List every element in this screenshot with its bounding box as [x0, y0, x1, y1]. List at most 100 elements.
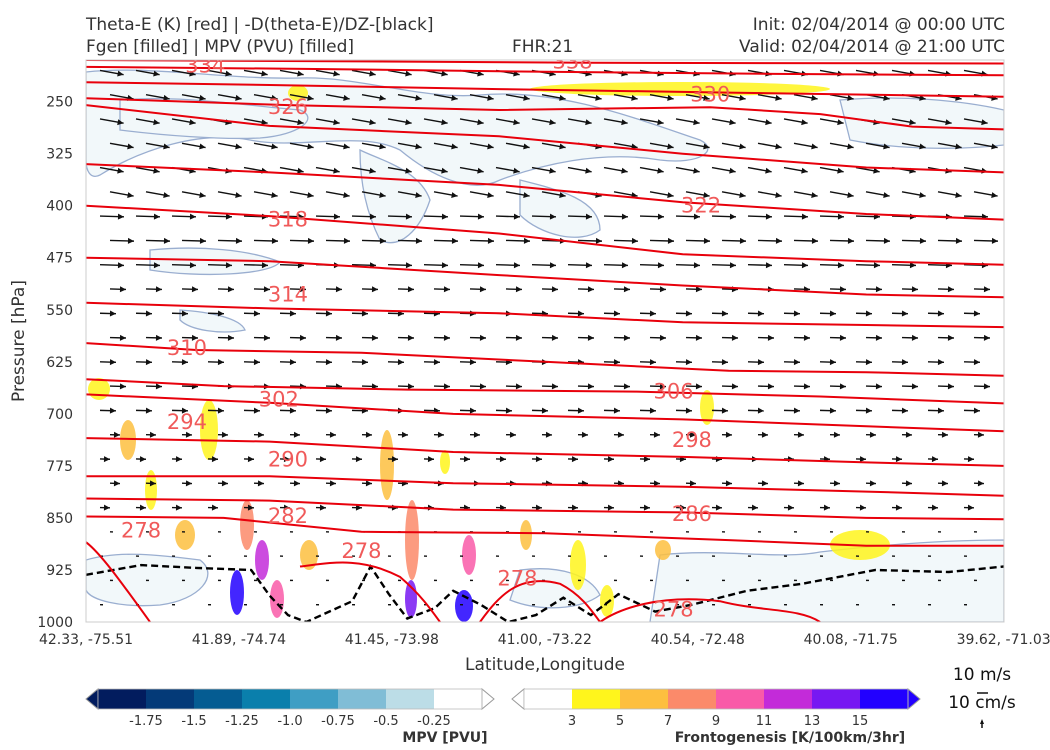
wind-vector-head — [859, 504, 866, 511]
wind-vector-head — [235, 143, 242, 150]
wind-vector-head — [765, 213, 772, 220]
wind-vector-head — [149, 480, 156, 487]
wind-vector-head — [181, 407, 188, 414]
wind-vector-head — [919, 237, 926, 244]
mpv-colorbar-tick: -1.0 — [277, 714, 302, 729]
wind-vector-head — [145, 359, 152, 366]
wind-vector-head — [221, 480, 228, 487]
wind-vector-head — [659, 286, 666, 293]
wind-vector-head — [549, 119, 556, 126]
wind-vector-head — [189, 213, 196, 220]
wind-vector-head — [621, 213, 628, 220]
theta-e-label: 278 — [341, 539, 381, 563]
wind-vector-head — [441, 213, 448, 220]
wind-vector-head — [811, 94, 818, 101]
frontogenesis-patch — [655, 540, 671, 560]
wind-vector-head — [945, 119, 952, 126]
wind-vector-head — [523, 94, 530, 101]
fgen-colorbar-tick: 7 — [664, 714, 672, 729]
wind-vector-head — [905, 431, 912, 438]
wind-vector-head — [991, 192, 998, 198]
wind-vector-head — [443, 334, 450, 341]
wind-vector-head — [649, 310, 656, 317]
wind-vector-head — [325, 310, 332, 317]
wind-vector-head — [721, 359, 728, 366]
fgen-colorbar-frame — [523, 688, 909, 710]
wind-vector-head — [361, 310, 368, 317]
wind-vector-head — [407, 383, 414, 390]
wind-vector-head — [839, 286, 846, 293]
wind-vector-head — [319, 504, 326, 511]
wind-vector-head — [587, 334, 594, 341]
wind-vector-head — [703, 143, 710, 150]
wind-vector-head — [981, 119, 988, 126]
wind-vector-head — [757, 407, 764, 414]
wind-vector-head — [235, 94, 242, 101]
wind-vector-head — [335, 334, 342, 341]
wind-vector-head — [693, 119, 700, 126]
wind-vector-head — [263, 334, 270, 341]
theta-e-label: 298 — [672, 428, 712, 452]
mpv-colorbar-segment — [290, 689, 339, 709]
wind-vector-head — [689, 431, 696, 438]
wind-vector-head — [739, 143, 746, 150]
wind-vector-head — [775, 237, 782, 244]
wind-vector-head — [117, 213, 124, 220]
wind-vector-head — [577, 407, 584, 414]
wind-vector-head — [289, 310, 296, 317]
wind-vector-head — [405, 167, 412, 174]
wind-vector-head — [103, 456, 110, 463]
mpv-contour — [839, 97, 1004, 149]
wind-vector-head — [523, 192, 530, 198]
wind-vector-head — [577, 310, 584, 317]
wind-vector-head — [253, 359, 260, 366]
wind-vector-head — [931, 456, 938, 463]
wind-vector-head — [371, 286, 378, 293]
wind-vector-head — [585, 262, 592, 269]
wind-vector-head — [587, 383, 594, 390]
y-tick-label: 850 — [46, 511, 73, 527]
wind-vector-head — [307, 192, 314, 198]
wind-vector-head — [793, 310, 800, 317]
wind-vector-head — [477, 213, 484, 220]
wind-vector-head — [225, 213, 232, 220]
x-tick-label: 39.62, -71.03 — [957, 632, 1050, 648]
wind-vector-head — [247, 456, 254, 463]
mpv-contour — [179, 309, 246, 333]
wind-vector-head — [731, 334, 738, 341]
wind-vector-head — [451, 237, 458, 244]
wind-vector-head — [551, 286, 558, 293]
wind-vector-head — [415, 143, 422, 150]
wind-vector-head — [901, 310, 908, 317]
wind-vector-head — [617, 431, 624, 438]
wind-vector-head — [947, 286, 954, 293]
y-tick-label: 550 — [46, 303, 73, 319]
wind-vector-head — [283, 456, 290, 463]
wind-vector-head — [109, 359, 116, 366]
wind-vector-head — [185, 480, 192, 487]
wind-vector-head — [479, 286, 486, 293]
wind-vector-head — [967, 456, 974, 463]
wind-vector-head — [333, 167, 340, 174]
wind-vector-head — [801, 119, 808, 126]
wind-vector-head — [235, 192, 242, 198]
wind-vector-head — [163, 192, 170, 198]
reference-vector-horizontal-label: 10 m/s — [953, 665, 1011, 685]
wind-vector-head — [751, 504, 758, 511]
wind-vector-head — [739, 192, 746, 198]
wind-vector-head — [657, 262, 664, 269]
wind-vector-head — [685, 359, 692, 366]
wind-vector-head — [715, 504, 722, 511]
wind-vector-head — [469, 359, 476, 366]
wind-vector-head — [643, 504, 650, 511]
mpv-colorbar-segment — [98, 689, 147, 709]
x-tick-label: 42.33, -75.51 — [39, 632, 133, 648]
wind-vector-head — [343, 192, 350, 198]
theta-e-label: 286 — [672, 502, 712, 526]
wind-vector-head — [189, 262, 196, 269]
mpv-colorbar-segment — [338, 689, 387, 709]
theta-e-label: 278 — [497, 566, 537, 590]
x-tick-label: 41.45, -73.98 — [345, 632, 439, 648]
fgen-colorbar-segment — [524, 689, 573, 709]
wind-vector-head — [535, 504, 542, 511]
